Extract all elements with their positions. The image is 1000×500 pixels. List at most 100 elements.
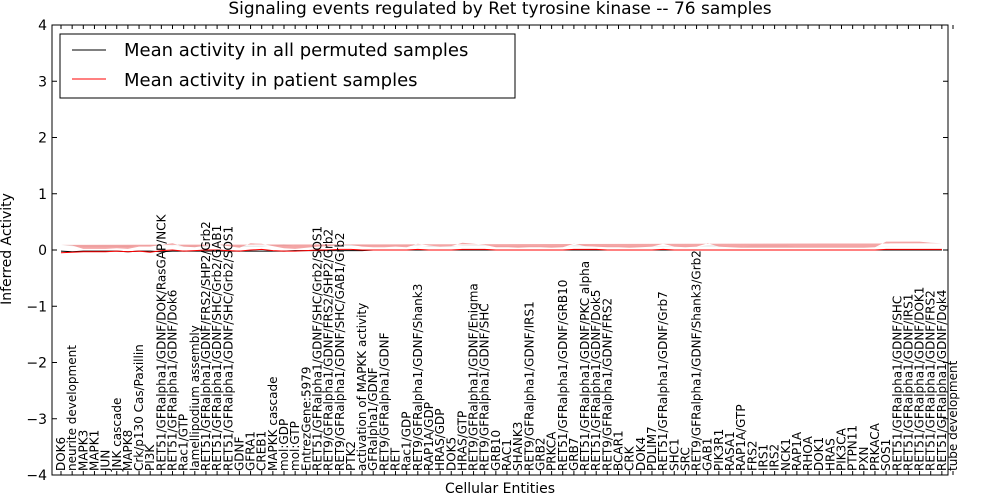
y-tick-label: −1 — [26, 299, 47, 315]
entity-label: NCK1 — [779, 438, 793, 471]
entity-label: RET9/GFRalpha1/GDNF — [377, 332, 391, 471]
entity-label: CREB1 — [255, 431, 269, 471]
entity-label: MAPK1 — [88, 430, 102, 471]
y-tick-label: 1 — [38, 187, 47, 203]
entity-label: PRKACA — [868, 422, 882, 471]
entity-label: BCAR1 — [612, 430, 626, 471]
entity-label: GFRalpha1/GDNF — [366, 367, 380, 471]
entity-label: RET51/GFRalpha1/GDNF/SHC — [890, 296, 904, 471]
entity-label: neurite development — [65, 345, 79, 471]
entity-label: CRK — [623, 445, 637, 471]
series-lines — [60, 248, 942, 254]
entity-label: PIK3R1 — [712, 429, 726, 471]
entity-label: RET9/GFRalpha1/GDNF/FRS2/SHP2/Grb2 — [322, 229, 336, 471]
entity-label: JUN — [99, 450, 113, 472]
entity-label: Rac1/GTP — [177, 414, 191, 471]
x-axis-label: Cellular Entities — [445, 481, 555, 497]
y-axis-label: Inferred Activity — [0, 193, 15, 305]
entity-label: DOK6 — [54, 437, 68, 471]
entity-label: RET51/GFRalpha1/GDNF/DOK1 — [913, 287, 927, 471]
entity-label: JNK cascade — [110, 398, 124, 472]
entity-label: GDNF — [232, 436, 246, 471]
chart-title: Signaling events regulated by Ret tyrosi… — [228, 0, 771, 19]
entity-label: IRS2 — [768, 444, 782, 471]
entity-label: DOK4 — [634, 437, 648, 471]
legend-label-permuted: Mean activity in all permuted samples — [124, 40, 468, 61]
y-tick-label: −4 — [26, 468, 47, 484]
entity-label: lamellipodium assembly — [188, 325, 202, 471]
y-tick-label: 2 — [38, 131, 47, 147]
entity-label: RAP1A — [790, 431, 804, 471]
entity-label: MAPK8 — [121, 430, 135, 471]
entity-label: GAB1 — [701, 438, 715, 471]
entity-label: RET51/GFRalpha1/GDNF/FRS2 — [924, 290, 938, 471]
entity-label: MAPK3 — [76, 430, 90, 471]
entity-label: RET51/GFRalpha1/GDNF/PKC alpha — [578, 261, 592, 471]
entity-label: mol:GTP — [288, 421, 302, 471]
entity-label: DOK5 — [444, 437, 458, 471]
entity-label: mol:GDP — [277, 419, 291, 471]
entity-label: RET51/GFRalpha1/GDNF/Grb7 — [656, 291, 670, 471]
entity-label: RET9/GFRalpha1/GDNF/SHC — [478, 303, 492, 471]
entity-label: PI3K — [143, 444, 157, 471]
entity-label: GRB2 — [534, 437, 548, 471]
entity-label: activation of MAPKK activity — [355, 303, 369, 471]
entity-label: PRKCA — [545, 431, 559, 471]
entity-label: HRAS — [823, 438, 837, 471]
y-tick-label: −2 — [26, 356, 47, 372]
entity-label: PIK3CA — [835, 427, 849, 471]
entity-label: HRAS/GDP — [433, 408, 447, 471]
entity-label: RET51/GFRalpha1/GDNF/Dok6 — [166, 290, 180, 471]
entity-label: RET51/GFRalpha1/GDNF/GRB10 — [556, 280, 570, 471]
legend-label-patient: Mean activity in patient samples — [124, 70, 418, 91]
entity-label: RHOA — [801, 435, 815, 471]
axes: −4 −3 −2 −1 0 1 2 3 4 — [26, 18, 954, 484]
entity-label: SHC1 — [667, 438, 681, 471]
entity-label: RET9/GFRalpha1/GDNF/SHC/GAB1/Grb2 — [333, 232, 347, 471]
entity-label: RAP1A/GDP — [422, 402, 436, 471]
entity-label: MAPKK cascade — [266, 376, 280, 471]
y-tick-label: 3 — [38, 74, 47, 90]
legend: Mean activity in all permuted samples Me… — [59, 33, 516, 99]
entity-label: SHANK3 — [511, 422, 525, 471]
entity-label: RET9/GFRalpha1/GDNF/Enigma — [467, 283, 481, 471]
entity-label: RET9/GFRalpha1/GDNF/FRS2 — [600, 298, 614, 471]
entity-label: RET51/GFRalpha1/GDNF/FRS2/SHP2/Grb2 — [199, 221, 213, 471]
entity-label: Crk/p130 Cas/Paxillin — [132, 344, 146, 471]
entity-label: RET51/GFRalpha1/GDNF/DOK/RasGAP/NCK — [154, 213, 168, 471]
entity-label: RET — [389, 447, 403, 471]
entity-label: PDLIM7 — [645, 426, 659, 471]
entity-label: RET9/GFRalpha1/GDNF/IRS1 — [522, 301, 536, 471]
entity-label: Rac1/GDP — [400, 412, 414, 471]
entity-label: PTK2 — [344, 441, 358, 471]
entity-label: RASA1 — [723, 431, 737, 471]
entity-label: HRAS/GTP — [455, 411, 469, 471]
y-tick-label: 4 — [38, 18, 47, 34]
entity-label: FRS2 — [745, 441, 759, 472]
entity-label: RAP1A/GTP — [734, 404, 748, 471]
entity-label: RET9/GFRalpha1/GDNF/Shank3 — [411, 284, 425, 471]
entity-label: SOS1 — [879, 439, 893, 471]
entity-label: PXN — [857, 447, 871, 471]
y-tick-label: 0 — [38, 243, 47, 259]
entity-label: RET51/GFRalpha1/GDNF/SHC/Grb2/SOS1 — [221, 226, 235, 471]
entity-label: IRS1 — [757, 444, 771, 471]
entity-label: RAC1 — [500, 439, 514, 471]
entity-label: SRC — [678, 447, 692, 471]
entity-label: GRB7 — [567, 437, 581, 471]
entity-label: EntrezGene:5979 — [299, 367, 313, 472]
entity-label: RET51/GFRalpha1/GDNF/SHC/Grb2/SOS1 — [310, 226, 324, 471]
entity-label: RET51/GFRalpha1/GDNF/Dok5 — [589, 290, 603, 471]
entity-label: RET51/GFRalpha1/GDNF/IRS1 — [901, 294, 915, 471]
entity-label: GFRA1 — [244, 431, 258, 471]
entity-label: RET51/GFRalpha1/GDNF/SHC/Grb2/GAB1 — [210, 225, 224, 471]
entity-label: DOK1 — [812, 437, 826, 471]
legend-box — [59, 33, 516, 99]
series-line-patient — [60, 248, 942, 254]
y-tick-label: −3 — [26, 412, 47, 428]
entity-label: RET51/GFRalpha1/GDNF/Dok4 — [935, 290, 949, 471]
activity-bands — [61, 241, 942, 249]
entity-label: tube development — [946, 360, 960, 471]
entity-label: RET9/GFRalpha1/GDNF/Shank3/Grb2 — [690, 250, 704, 471]
